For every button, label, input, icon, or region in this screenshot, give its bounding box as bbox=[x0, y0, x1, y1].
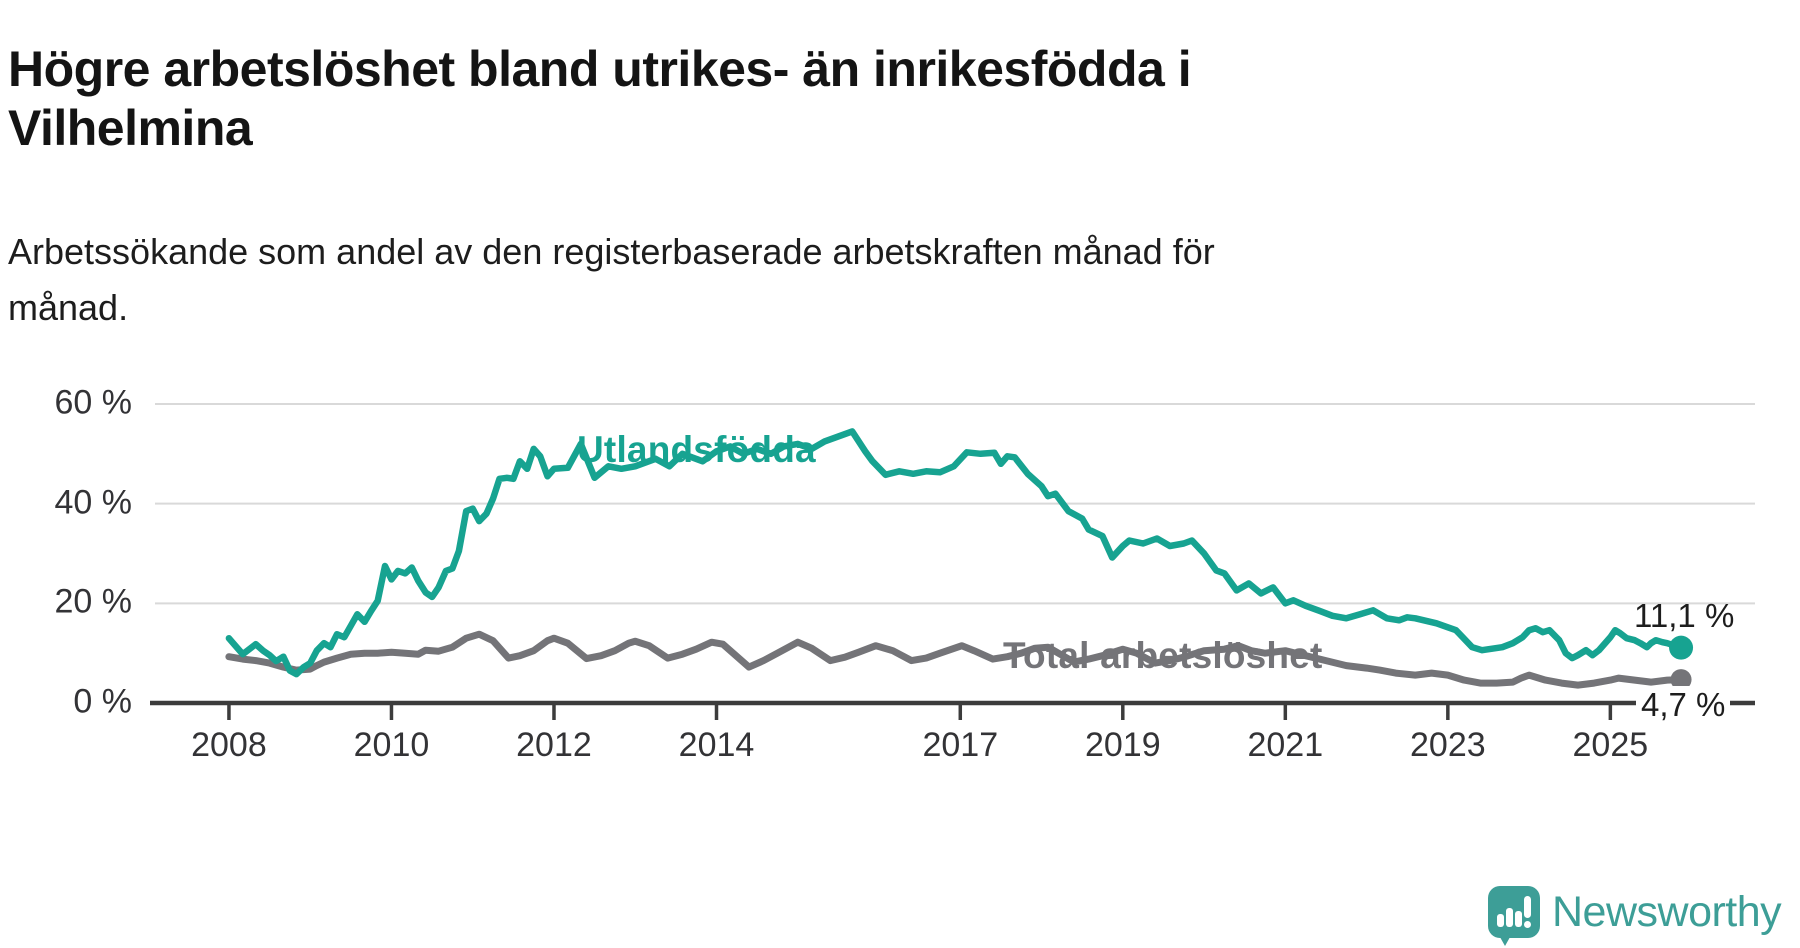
y-tick-label: 0 % bbox=[73, 682, 132, 721]
y-tick-label: 40 % bbox=[54, 483, 133, 522]
end-value-label-utlandsfodda: 11,1 % bbox=[1634, 597, 1735, 634]
x-tick-label: 2023 bbox=[1410, 726, 1486, 764]
gridlines bbox=[155, 403, 1755, 605]
x-tick-label: 2008 bbox=[191, 726, 267, 764]
x-tick-label: 2010 bbox=[353, 726, 430, 764]
newsworthy-speech-bubble-chart-icon bbox=[1488, 886, 1540, 946]
x-tick-label: 2021 bbox=[1247, 726, 1324, 764]
x-tick-label: 2019 bbox=[1084, 726, 1161, 764]
page-title: Högre arbetslöshet bland utrikes- än inr… bbox=[8, 40, 1192, 157]
end-dot-total bbox=[1670, 669, 1692, 691]
series-label-total-arbetsloshet: Total arbetslöshet bbox=[1003, 635, 1323, 676]
series-label-utlandsfodda: Utlandsfödda bbox=[577, 429, 816, 470]
x-tick-label: 2017 bbox=[922, 726, 999, 764]
y-tick-label: 60 % bbox=[54, 383, 133, 422]
x-axis bbox=[150, 700, 1755, 720]
y-tick-label: 20 % bbox=[54, 583, 133, 622]
x-tick-label: 2025 bbox=[1572, 726, 1649, 764]
line-total-arbetsloshet bbox=[225, 630, 1685, 689]
end-value-label-total: 4,7 % bbox=[1636, 686, 1731, 724]
newsworthy-brand-text: Newsworthy bbox=[1552, 888, 1782, 936]
x-tick-label: 2014 bbox=[678, 726, 755, 764]
line-utlandsfodda bbox=[225, 428, 1685, 678]
x-tick-label: 2012 bbox=[516, 726, 592, 764]
end-dot-utlandsfodda bbox=[1669, 635, 1694, 660]
page-subtitle: Arbetssökande som andel av den registerb… bbox=[8, 231, 1215, 328]
